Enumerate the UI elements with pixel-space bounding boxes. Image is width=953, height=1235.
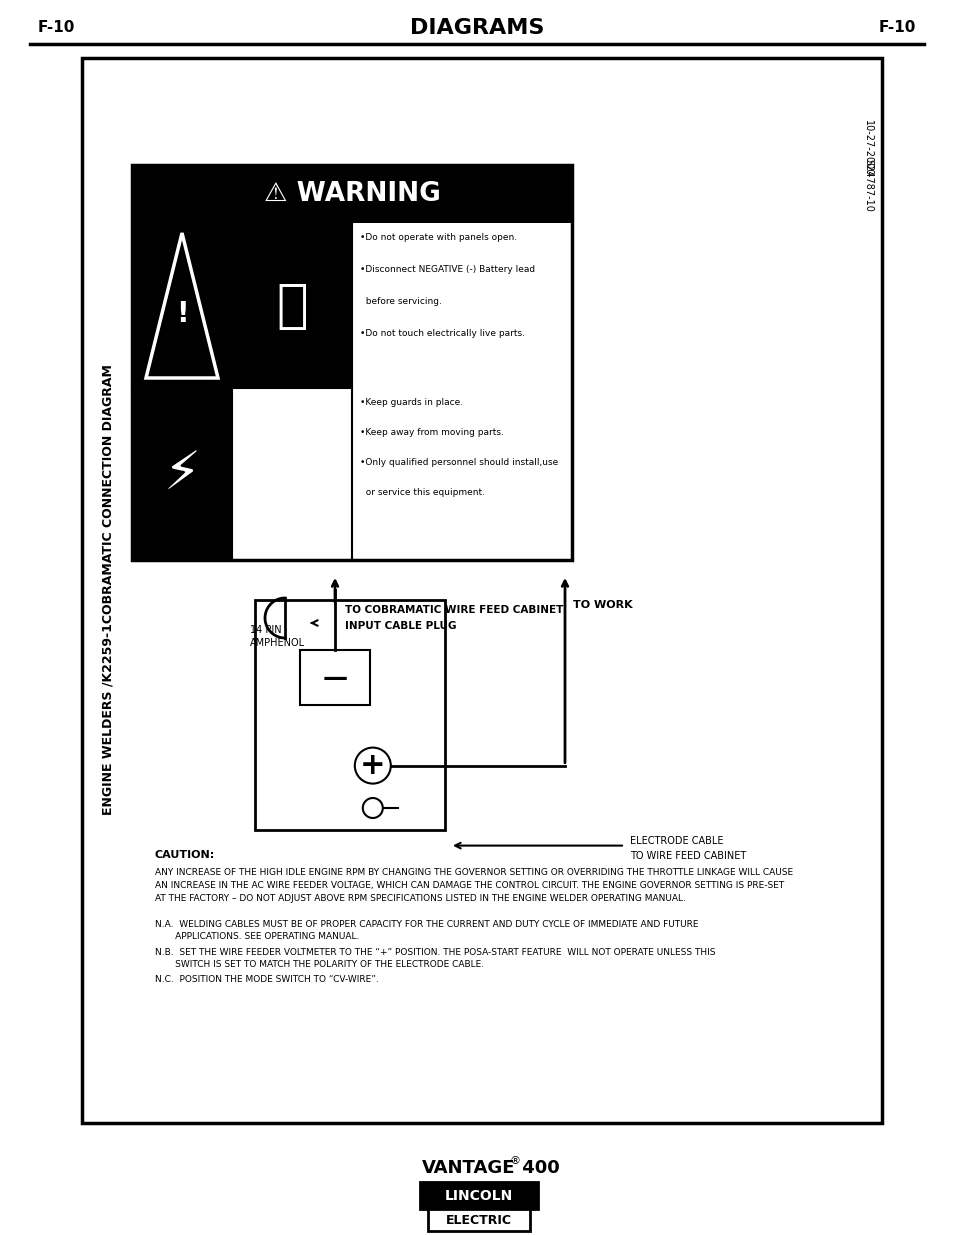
Text: APPLICATIONS. SEE OPERATING MANUAL.: APPLICATIONS. SEE OPERATING MANUAL. <box>154 932 359 941</box>
Bar <box>82 58 882 1123</box>
Text: or service this equipment.: or service this equipment. <box>359 488 484 496</box>
Polygon shape <box>146 233 218 378</box>
Text: •Do not touch electrically live parts.: •Do not touch electrically live parts. <box>359 329 524 338</box>
Text: F-10: F-10 <box>38 21 75 36</box>
Text: +: + <box>359 751 385 781</box>
Bar <box>132 388 232 559</box>
Text: ®: ® <box>510 1156 520 1166</box>
Text: 10-27-2000: 10-27-2000 <box>862 120 872 177</box>
Text: TO WIRE FEED CABINET: TO WIRE FEED CABINET <box>629 851 745 861</box>
Text: ELECTRIC: ELECTRIC <box>446 1214 512 1226</box>
Text: 🌿: 🌿 <box>276 279 308 331</box>
Text: CAUTION:: CAUTION: <box>154 850 215 860</box>
Bar <box>132 165 572 559</box>
Text: •Disconnect NEGATIVE (-) Battery lead: •Disconnect NEGATIVE (-) Battery lead <box>359 266 535 274</box>
Text: TO COBRAMATIC WIRE FEED CABINET: TO COBRAMATIC WIRE FEED CABINET <box>345 605 563 615</box>
Bar <box>132 165 572 224</box>
Text: •Do not operate with panels open.: •Do not operate with panels open. <box>359 233 517 242</box>
Text: AT THE FACTORY – DO NOT ADJUST ABOVE RPM SPECIFICATIONS LISTED IN THE ENGINE WEL: AT THE FACTORY – DO NOT ADJUST ABOVE RPM… <box>154 894 685 903</box>
Text: N.A.  WELDING CABLES MUST BE OF PROPER CAPACITY FOR THE CURRENT AND DUTY CYCLE O: N.A. WELDING CABLES MUST BE OF PROPER CA… <box>154 920 698 929</box>
Bar <box>299 650 370 705</box>
Text: ANY INCREASE OF THE HIGH IDLE ENGINE RPM BY CHANGING THE GOVERNOR SETTING OR OVE: ANY INCREASE OF THE HIGH IDLE ENGINE RPM… <box>154 868 792 877</box>
Text: 14 PIN: 14 PIN <box>250 625 281 635</box>
Text: •Keep away from moving parts.: •Keep away from moving parts. <box>359 429 503 437</box>
Bar <box>254 600 444 830</box>
Text: TO WORK: TO WORK <box>573 600 632 610</box>
Text: —: — <box>322 666 347 689</box>
Text: •Keep guards in place.: •Keep guards in place. <box>359 398 462 408</box>
Text: before servicing.: before servicing. <box>359 296 441 306</box>
Text: •Only qualified personnel should install,use: •Only qualified personnel should install… <box>359 458 558 467</box>
Bar <box>428 1209 530 1231</box>
Text: F-10: F-10 <box>878 21 915 36</box>
Text: 400: 400 <box>516 1158 559 1177</box>
Text: AMPHENOL: AMPHENOL <box>250 638 305 648</box>
Text: AN INCREASE IN THE AC WIRE FEEDER VOLTAGE, WHICH CAN DAMAGE THE CONTROL CIRCUIT.: AN INCREASE IN THE AC WIRE FEEDER VOLTAG… <box>154 881 783 890</box>
Text: LINCOLN: LINCOLN <box>444 1188 513 1203</box>
Text: SWITCH IS SET TO MATCH THE POLARITY OF THE ELECTRODE CABLE.: SWITCH IS SET TO MATCH THE POLARITY OF T… <box>154 960 483 969</box>
Circle shape <box>362 798 382 818</box>
Text: S24787-10: S24787-10 <box>862 158 872 211</box>
Circle shape <box>355 747 391 783</box>
Text: N.C.  POSITION THE MODE SWITCH TO “CV-WIRE”.: N.C. POSITION THE MODE SWITCH TO “CV-WIR… <box>154 974 378 984</box>
Bar <box>132 224 232 388</box>
Text: ELECTRODE CABLE: ELECTRODE CABLE <box>629 836 722 846</box>
Text: DIAGRAMS: DIAGRAMS <box>410 19 543 38</box>
Text: INPUT CABLE PLUG: INPUT CABLE PLUG <box>345 621 456 631</box>
Text: ⚡: ⚡ <box>163 448 200 500</box>
Text: N.B.  SET THE WIRE FEEDER VOLTMETER TO THE “+” POSITION. THE POSA-START FEATURE : N.B. SET THE WIRE FEEDER VOLTMETER TO TH… <box>154 948 715 957</box>
Bar <box>232 224 352 388</box>
Bar <box>419 1182 537 1209</box>
Text: ⚠ WARNING: ⚠ WARNING <box>263 182 440 207</box>
Text: VANTAGE: VANTAGE <box>421 1158 515 1177</box>
Text: !: ! <box>175 300 188 327</box>
Text: ENGINE WELDERS /K2259-1COBRAMATIC CONNECTION DIAGRAM: ENGINE WELDERS /K2259-1COBRAMATIC CONNEC… <box>101 364 114 815</box>
